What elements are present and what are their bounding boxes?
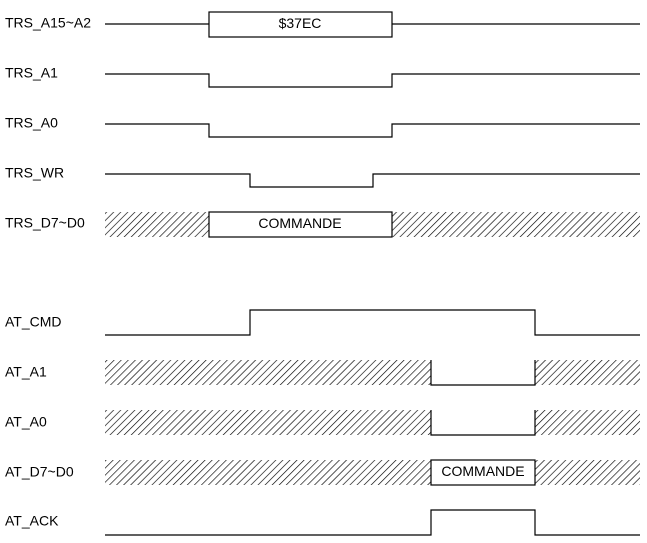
waveform: COMMANDE <box>105 211 640 238</box>
waveform <box>105 360 640 386</box>
signal-label: AT_CMD <box>5 314 62 330</box>
signal-label: TRS_D7~D0 <box>5 215 85 231</box>
signal-label: TRS_A1 <box>5 65 58 81</box>
waveform <box>105 123 640 138</box>
waveform: $37EC <box>105 11 640 38</box>
signal-label: AT_A0 <box>5 414 47 430</box>
waveform <box>105 509 640 536</box>
signal-label: TRS_WR <box>5 165 64 181</box>
waveform: COMMANDE <box>105 459 640 486</box>
signal-label: TRS_A15~A2 <box>5 15 91 31</box>
waveform <box>105 309 640 336</box>
bus-value: COMMANDE <box>258 215 341 231</box>
bus-value: $37EC <box>279 15 322 31</box>
bus-value: COMMANDE <box>441 463 524 479</box>
signal-label: AT_D7~D0 <box>5 464 74 480</box>
waveform <box>105 173 640 188</box>
waveform <box>105 410 640 436</box>
signal-label: AT_A1 <box>5 364 47 380</box>
signal-label: TRS_A0 <box>5 115 58 131</box>
waveform <box>105 73 640 88</box>
signal-label: AT_ACK <box>5 513 59 529</box>
